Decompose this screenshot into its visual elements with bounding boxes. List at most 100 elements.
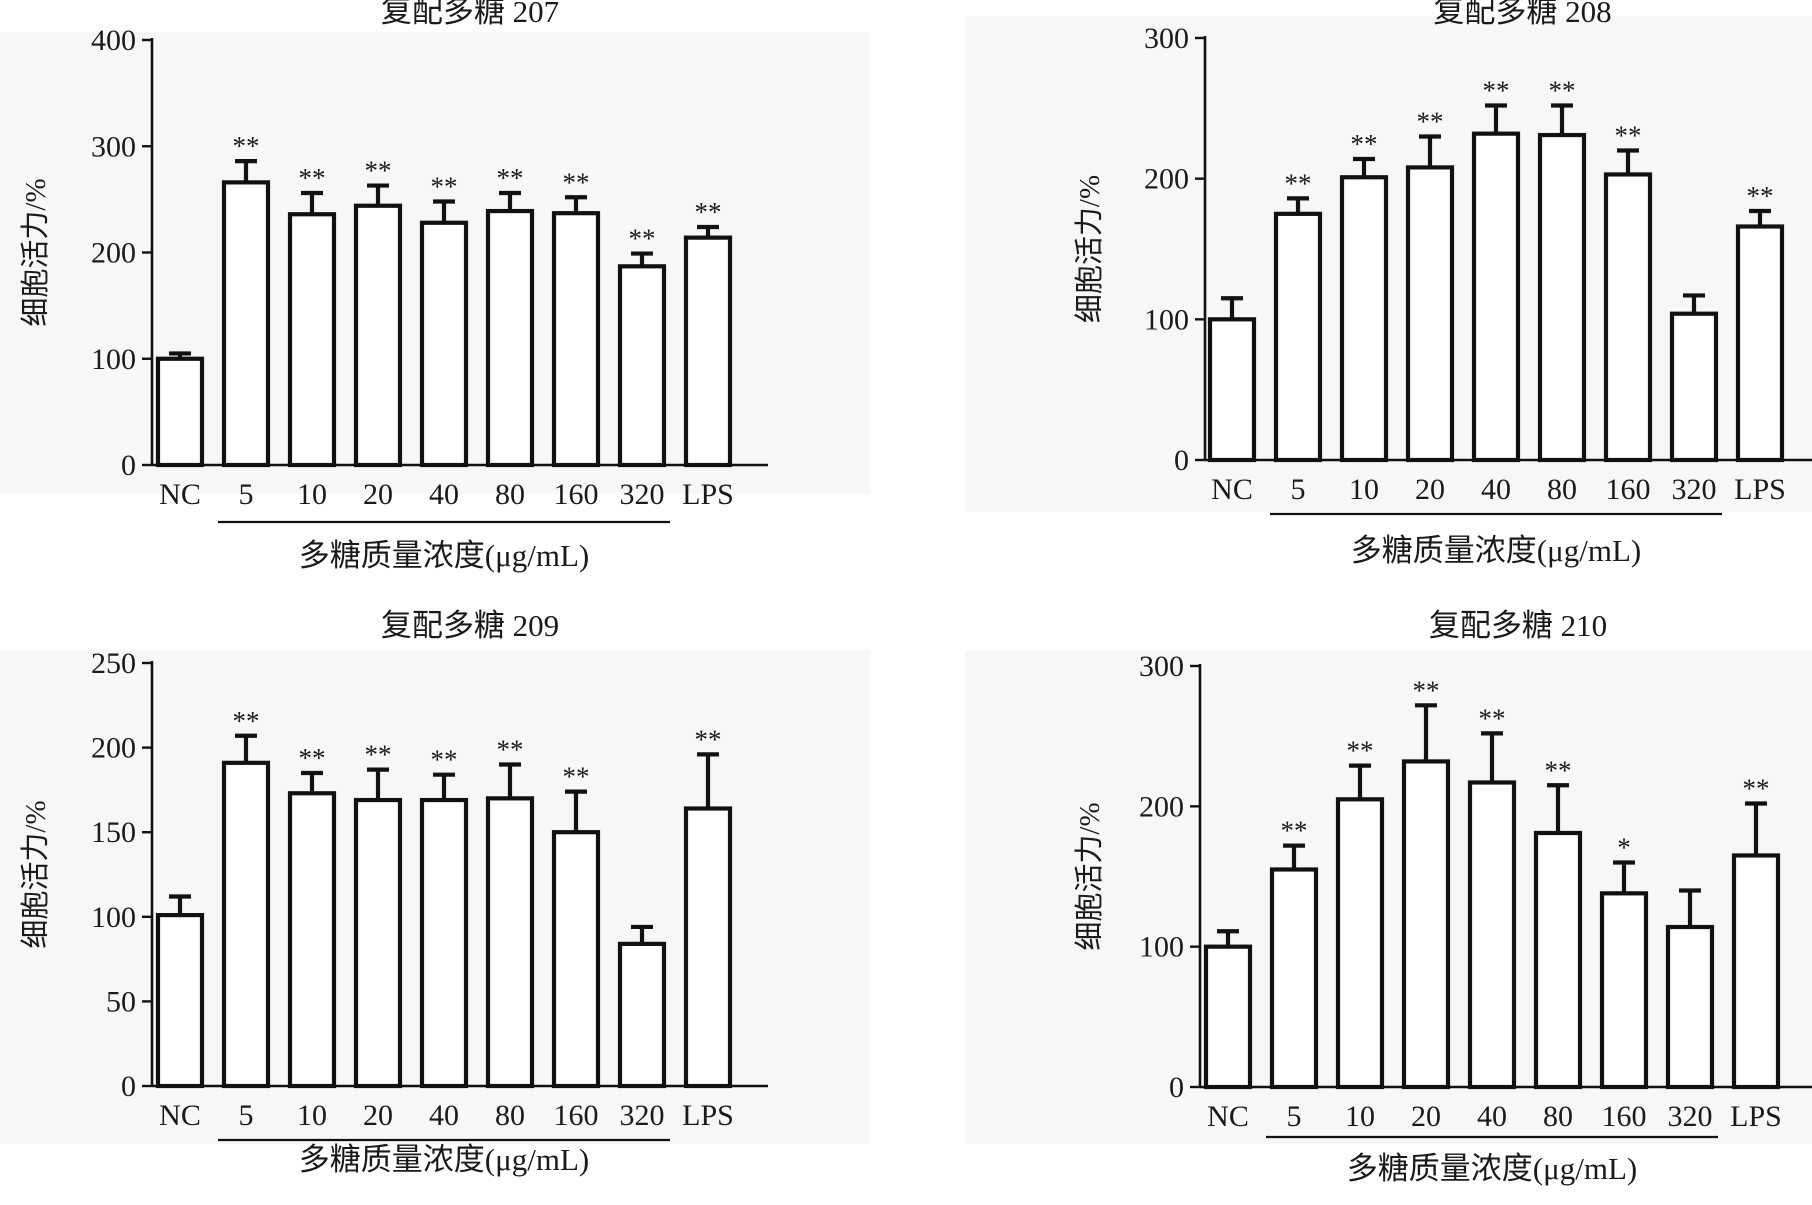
error-bar (1353, 156, 1375, 178)
chart-title: 复配多糖 210 (1429, 608, 1607, 643)
error-bar (1287, 196, 1309, 214)
error-bar (1749, 208, 1771, 227)
bar-NC (155, 356, 205, 468)
y-tick-label: 300 (91, 130, 136, 163)
x-tick-label: 5 (239, 1099, 254, 1132)
bar-LPS (1735, 224, 1785, 463)
significance-mark: ** (233, 706, 260, 736)
significance-mark: ** (1545, 755, 1572, 785)
x-tick-label: LPS (682, 478, 734, 511)
bar-5 (1269, 867, 1319, 1090)
x-tick-label: LPS (1734, 473, 1786, 506)
bar-40 (419, 220, 469, 468)
significance-mark: * (1617, 832, 1631, 862)
bar-5 (1273, 211, 1323, 463)
y-tick-label: 400 (91, 24, 136, 57)
error-bar (169, 351, 191, 359)
x-tick-label: 320 (620, 1099, 665, 1132)
error-bar (1683, 293, 1705, 314)
bar-160 (551, 211, 601, 468)
x-tick-label: NC (1211, 473, 1253, 506)
significance-mark: ** (1615, 121, 1642, 151)
bar-NC (1207, 317, 1257, 463)
x-tick-label: 160 (1606, 473, 1651, 506)
error-bar (235, 733, 257, 763)
error-bar (301, 770, 323, 794)
error-bar (631, 251, 653, 267)
x-tick-label: 20 (1415, 473, 1445, 506)
chart-panel-2: 0 100 200 300 NC ** 5 ** 10 ** 20 ** 40 ** 80 ** 160 320 *… (965, 0, 1812, 568)
significance-mark: ** (1281, 816, 1308, 846)
error-bar (1419, 134, 1441, 168)
significance-mark: ** (431, 745, 458, 775)
x-tick-label: 5 (1291, 473, 1306, 506)
y-tick-label: 100 (1144, 303, 1189, 336)
bar-80 (485, 796, 535, 1089)
x-axis-label: 多糖质量浓度(μg/mL) (1351, 533, 1641, 568)
significance-mark: ** (1413, 675, 1440, 705)
y-tick-label: 150 (91, 816, 136, 849)
y-tick-label: 300 (1144, 22, 1189, 55)
y-axis-label: 细胞活力/% (1073, 175, 1106, 323)
y-tick-label: 200 (1139, 790, 1184, 823)
error-bar (433, 199, 455, 223)
x-tick-label: NC (159, 478, 201, 511)
bar-10 (287, 212, 337, 468)
bar-20 (353, 203, 403, 468)
x-tick-label: 20 (363, 478, 393, 511)
error-bar (1551, 103, 1573, 136)
significance-mark: ** (497, 735, 524, 765)
y-tick-label: 0 (1169, 1071, 1184, 1104)
x-tick-label: 320 (1672, 473, 1717, 506)
error-bar (1613, 860, 1635, 894)
significance-mark: ** (299, 163, 326, 193)
x-tick-label: 20 (1411, 1100, 1441, 1133)
chart-panel-4: 0 100 200 300 NC ** 5 ** 10 ** 20 ** 40 ** 80 * 160 320 **… (965, 608, 1812, 1186)
error-bar (1617, 148, 1639, 175)
bar-10 (1335, 797, 1385, 1090)
y-tick-label: 200 (1144, 163, 1189, 196)
x-tick-label: 5 (239, 478, 254, 511)
bar-320 (1665, 924, 1715, 1090)
y-axis-label: 细胞活力/% (19, 178, 52, 326)
y-tick-label: 300 (1139, 650, 1184, 683)
error-bar (1679, 888, 1701, 928)
x-tick-label: 160 (554, 1099, 599, 1132)
chart-panel-1: 0 100 200 300 400 NC ** 5 ** 10 ** 20 ** 40 ** 80 ** 160 *… (0, 0, 870, 573)
significance-mark: ** (1483, 76, 1510, 106)
error-bar (1485, 103, 1507, 134)
error-bar (1547, 783, 1569, 833)
bar-LPS (683, 235, 733, 468)
x-tick-label: 10 (1345, 1100, 1375, 1133)
y-tick-label: 100 (91, 901, 136, 934)
bar-80 (485, 208, 535, 468)
significance-mark: ** (1479, 703, 1506, 733)
y-tick-label: 50 (106, 985, 136, 1018)
x-tick-label: 80 (1543, 1100, 1573, 1133)
bar-320 (617, 264, 667, 468)
error-bar (565, 195, 587, 214)
error-bar (697, 224, 719, 238)
error-bar (565, 789, 587, 833)
x-tick-label: LPS (682, 1099, 734, 1132)
y-tick-label: 200 (91, 237, 136, 270)
bar-40 (1467, 780, 1517, 1090)
y-tick-label: 0 (1174, 444, 1189, 477)
significance-mark: ** (497, 163, 524, 193)
error-bar (1745, 801, 1767, 856)
bar-LPS (683, 806, 733, 1089)
x-tick-label: 40 (429, 1099, 459, 1132)
x-tick-label: 80 (495, 1099, 525, 1132)
bar-20 (1405, 165, 1455, 463)
error-bar (1283, 843, 1305, 870)
x-tick-label: LPS (1730, 1100, 1782, 1133)
error-bar (433, 772, 455, 801)
x-tick-label: 80 (1547, 473, 1577, 506)
x-axis-label: 多糖质量浓度(μg/mL) (1347, 1151, 1637, 1186)
bar-40 (419, 797, 469, 1089)
y-axis-label: 细胞活力/% (1073, 802, 1106, 950)
significance-mark: ** (563, 762, 590, 792)
y-tick-label: 0 (121, 1070, 136, 1103)
x-tick-label: 40 (429, 478, 459, 511)
